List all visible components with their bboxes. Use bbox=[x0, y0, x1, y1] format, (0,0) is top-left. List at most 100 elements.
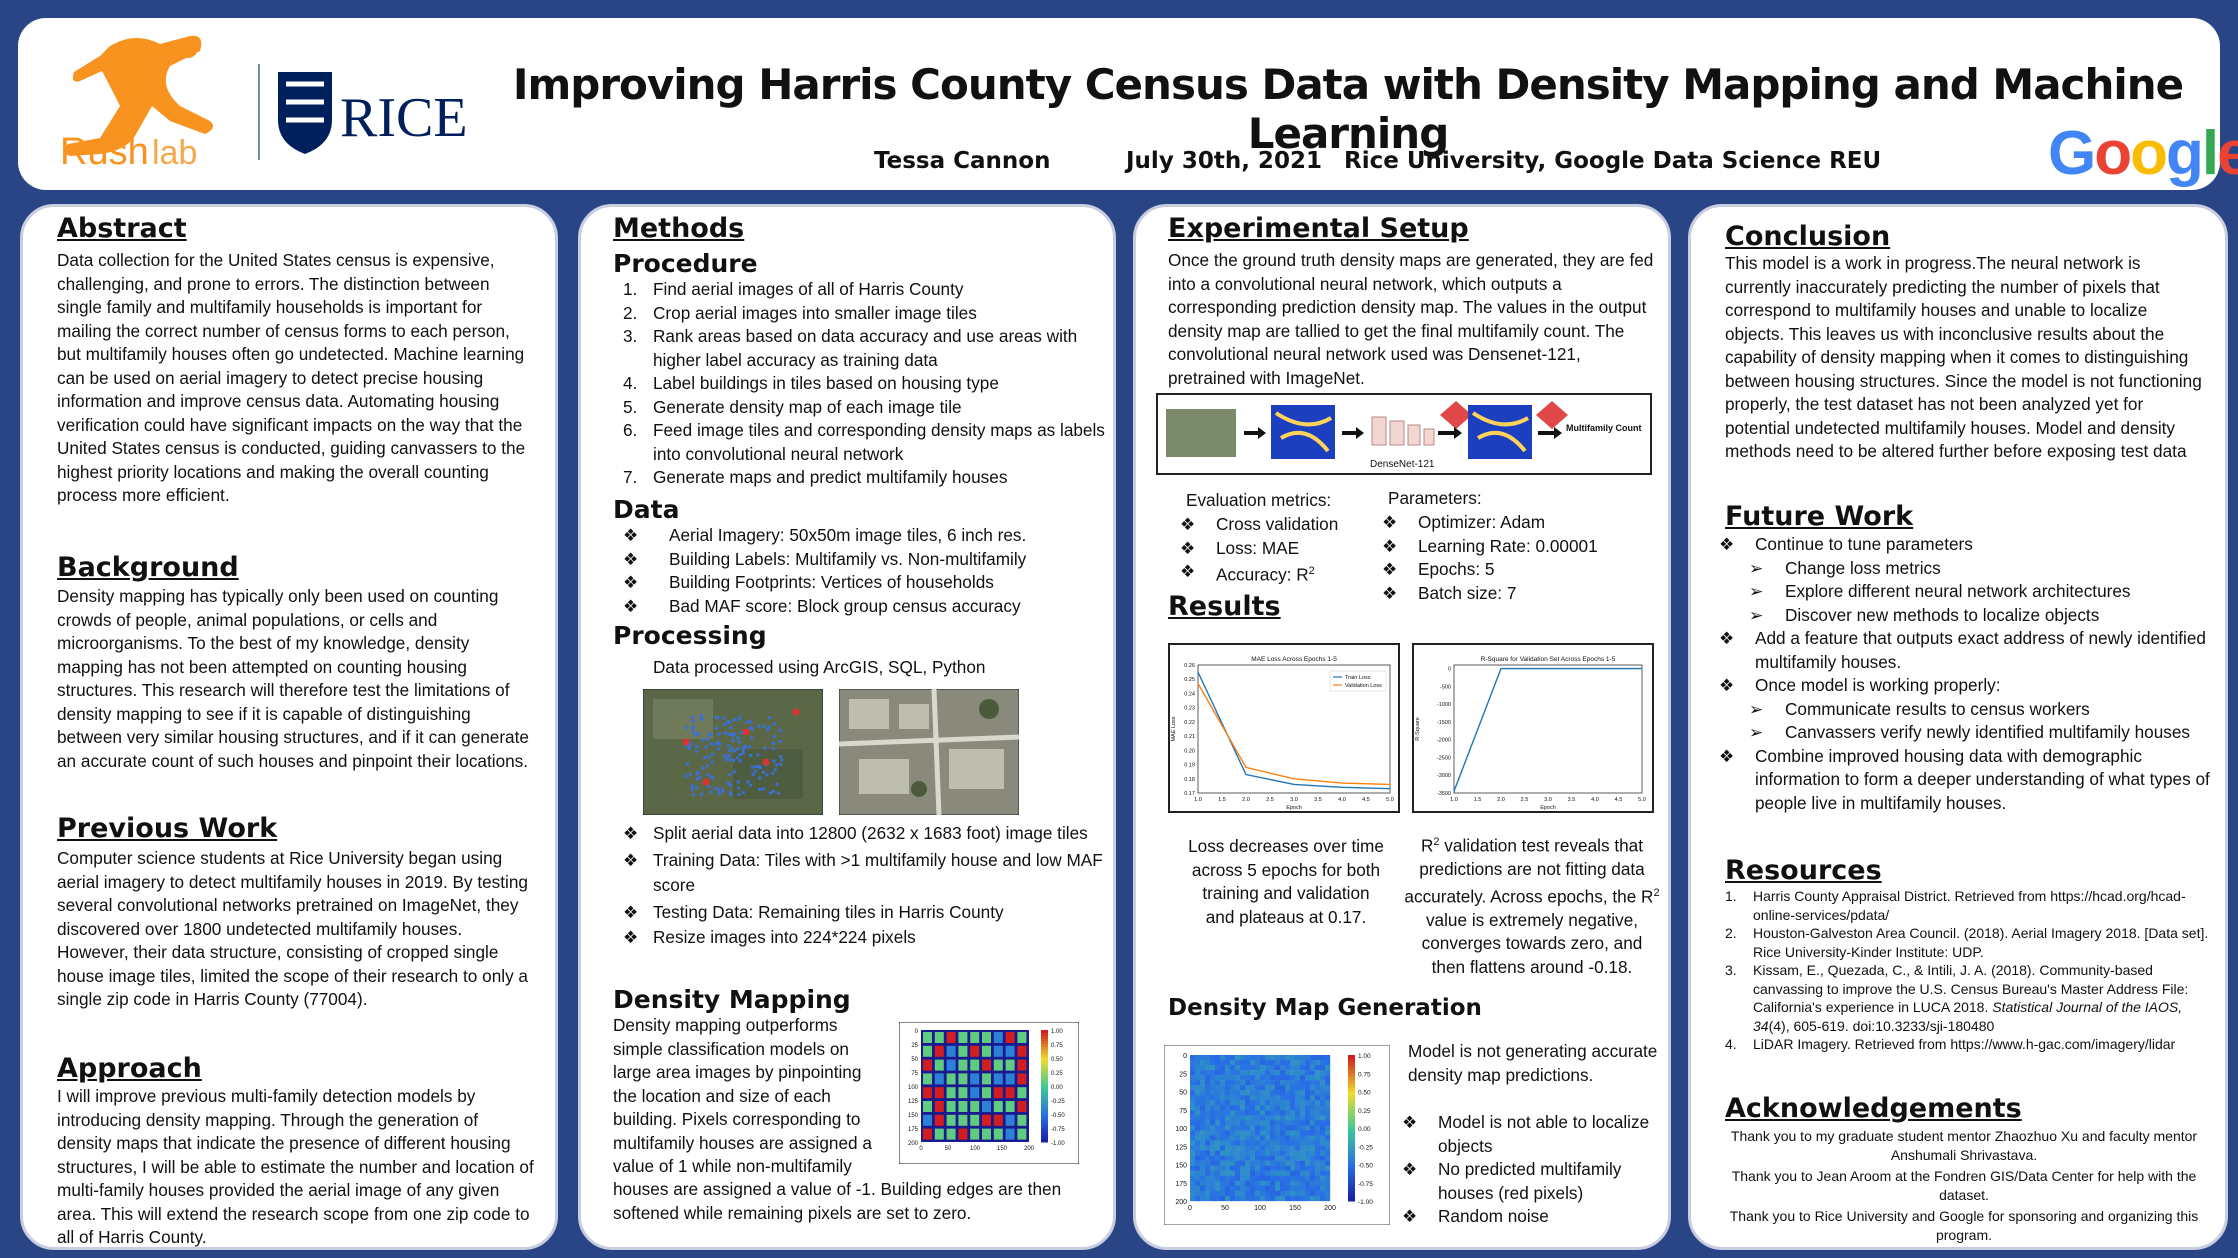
colorbar-tick: 0.00 bbox=[1051, 1085, 1063, 1091]
r2-caption: R2 validation test reveals that predicti… bbox=[1404, 835, 1660, 977]
rushlab-text-b: lab bbox=[152, 134, 197, 172]
map-xtick: 200 bbox=[1024, 1146, 1035, 1152]
procedure-list: 1. Find aerial images of all of Harris Co… bbox=[613, 278, 1113, 490]
google-o1: o bbox=[2094, 119, 2132, 188]
y-tick-label: 0.19 bbox=[1184, 763, 1195, 769]
data-point bbox=[1245, 766, 1247, 768]
data-point bbox=[1389, 783, 1391, 786]
metric-item: ❖ Accuracy: R2 bbox=[1180, 561, 1315, 585]
r2-chart: R-Square for Validation Set Across Epoch… bbox=[1412, 643, 1654, 813]
google-l: l bbox=[2201, 119, 2219, 188]
colorbar-tick: 1.00 bbox=[1358, 1053, 1371, 1060]
future-work-item: ➢ Canvassers verify newly identified mult… bbox=[1749, 722, 2191, 742]
colorbar-tick: -0.75 bbox=[1051, 1127, 1065, 1133]
resources-list: 1. Harris County Appraisal District. Retr… bbox=[1713, 887, 2213, 1054]
y-tick-label: 0.24 bbox=[1184, 691, 1195, 697]
param-item: ❖ Epochs: 5 bbox=[1382, 559, 1495, 579]
y-tick-label: 0.20 bbox=[1184, 748, 1195, 754]
map-ytick: 175 bbox=[1175, 1181, 1187, 1188]
x-tick-label: 3.0 bbox=[1290, 797, 1298, 803]
panel-intro: Abstract Data collection for the United … bbox=[20, 204, 558, 1250]
processing-item: ❖ Testing Data: Remaining tiles in Harris… bbox=[623, 902, 1004, 922]
colorbar-tick: -1.00 bbox=[1051, 1141, 1065, 1147]
y-tick-label: 0 bbox=[1448, 667, 1451, 673]
map-ytick: 0 bbox=[915, 1029, 919, 1035]
future-work-item: ➢ Discover new methods to localize object… bbox=[1749, 604, 2100, 625]
x-tick-label: 4.0 bbox=[1591, 797, 1599, 803]
density-mapping-text-a: Density mapping outperforms simple class… bbox=[613, 1015, 872, 1176]
pipeline-label: DenseNet-121 bbox=[1370, 459, 1435, 470]
y-tick-label: -2500 bbox=[1437, 755, 1451, 761]
x-axis-label: Epoch bbox=[1286, 805, 1302, 811]
map-ytick: 200 bbox=[1175, 1199, 1187, 1206]
loss-chart: MAE Loss Across Epochs 1-5 1.0 1.5 2.0 2.5 3.… bbox=[1168, 643, 1400, 813]
density-mapping-text-b: houses are assigned a value of -1. Build… bbox=[613, 1179, 1062, 1223]
x-tick-label: 1.5 bbox=[1218, 797, 1226, 803]
density-gen-text: Model is not generating accurate density… bbox=[1408, 1041, 1658, 1085]
map-ytick: 0 bbox=[1183, 1053, 1187, 1060]
legend-entry: Validation Loss bbox=[1345, 683, 1382, 689]
procedure-step: 5. Generate density map of each image til… bbox=[623, 396, 962, 417]
param-item: ❖ Batch size: 7 bbox=[1382, 582, 1517, 603]
y-tick-label: 0.21 bbox=[1184, 734, 1195, 740]
map-ytick: 25 bbox=[911, 1043, 918, 1049]
colorbar-tick: 0.25 bbox=[1358, 1108, 1371, 1115]
resources-heading: Resources bbox=[1725, 855, 1882, 886]
map-xtick: 100 bbox=[1254, 1205, 1266, 1212]
processing-heading: Processing bbox=[613, 621, 767, 650]
map-xtick: 150 bbox=[997, 1146, 1008, 1152]
procedure-step: 3. Rank areas based on data accuracy and … bbox=[623, 326, 1078, 370]
colorbar-tick: 0.00 bbox=[1358, 1126, 1371, 1133]
map-xtick: 0 bbox=[1188, 1205, 1192, 1212]
x-tick-label: 2.0 bbox=[1242, 797, 1250, 803]
data-item: ❖ Bad MAF score: Block group census accur… bbox=[623, 595, 1021, 616]
pipeline-output: Multifamily Count bbox=[1566, 423, 1642, 433]
y-tick-label: -500 bbox=[1440, 684, 1451, 690]
map-xtick: 0 bbox=[919, 1146, 923, 1152]
x-tick-label: 4.0 bbox=[1338, 797, 1346, 803]
poster-title: Improving Harris County Census Data with… bbox=[512, 60, 2184, 158]
rice-logo: RICE bbox=[278, 72, 468, 154]
rushlab-text-a: Rush bbox=[60, 131, 149, 173]
processing-list: ❖ Split aerial data into 12800 (2632 x 16… bbox=[613, 821, 1113, 950]
acknowledgements-text: Thank you to my graduate student mentor … bbox=[1721, 1127, 2207, 1247]
map-ytick: 75 bbox=[911, 1071, 918, 1077]
future-work-item: ➢ Explore different neural network archit… bbox=[1749, 581, 2131, 601]
affiliation: Rice University, Google Data Science REU bbox=[1344, 148, 1882, 174]
map-ytick: 200 bbox=[908, 1141, 919, 1147]
rice-text: RICE bbox=[340, 87, 468, 149]
map-ytick: 100 bbox=[1175, 1126, 1187, 1133]
data-heading: Data bbox=[613, 495, 680, 524]
google-g: G bbox=[2048, 119, 2096, 188]
y-tick-label: 0.22 bbox=[1184, 720, 1195, 726]
colorbar-tick: -1.00 bbox=[1358, 1199, 1373, 1206]
procedure-step: 4. Label buildings in tiles based on hous… bbox=[623, 373, 999, 393]
colorbar-tick: -0.25 bbox=[1358, 1144, 1373, 1151]
map-ytick: 125 bbox=[1175, 1144, 1187, 1151]
y-tick-label: 0.17 bbox=[1184, 791, 1195, 797]
panel-methods: Methods Procedure 1. Find aerial images o… bbox=[578, 204, 1116, 1250]
metrics-list: ❖ Cross validation ❖ Loss: MAE ❖ Accuracy: … bbox=[1176, 513, 1396, 587]
acknowledgement-line: Thank you to my graduate student mentor … bbox=[1730, 1128, 2198, 1163]
approach-text: I will improve previous multi-family det… bbox=[57, 1086, 534, 1247]
future-work-item: ➢ Communicate results to census workers bbox=[1749, 698, 2090, 719]
data-point bbox=[1245, 773, 1247, 776]
resource-item: 4. LiDAR Imagery. Retrieved from https://… bbox=[1725, 1036, 2176, 1052]
legend-entry: Train Loss bbox=[1345, 675, 1371, 681]
processing-intro: Data processed using ArcGIS, SQL, Python bbox=[653, 657, 986, 677]
acknowledgement-line: Thank you to Rice University and Google … bbox=[1729, 1208, 2199, 1243]
map-ytick: 75 bbox=[1179, 1108, 1187, 1115]
x-tick-label: 1.0 bbox=[1450, 797, 1458, 803]
density-gen-item: ❖ Random noise bbox=[1402, 1206, 1549, 1226]
density-gen-item: ❖ Model is not able to localize objects bbox=[1402, 1112, 1650, 1156]
processing-item: ❖ Split aerial data into 12800 (2632 x 16… bbox=[623, 823, 1088, 843]
data-item: ❖ Building Footprints: Vertices of househ… bbox=[623, 572, 994, 592]
x-tick-label: 5.0 bbox=[1638, 797, 1646, 803]
param-item: ❖ Optimizer: Adam bbox=[1382, 512, 1546, 532]
colorbar-tick: 0.50 bbox=[1051, 1057, 1063, 1063]
x-tick-label: 2.5 bbox=[1266, 797, 1274, 803]
logo-divider bbox=[258, 64, 260, 160]
y-tick-label: 0.25 bbox=[1184, 677, 1195, 683]
future-work-heading: Future Work bbox=[1725, 501, 1914, 532]
